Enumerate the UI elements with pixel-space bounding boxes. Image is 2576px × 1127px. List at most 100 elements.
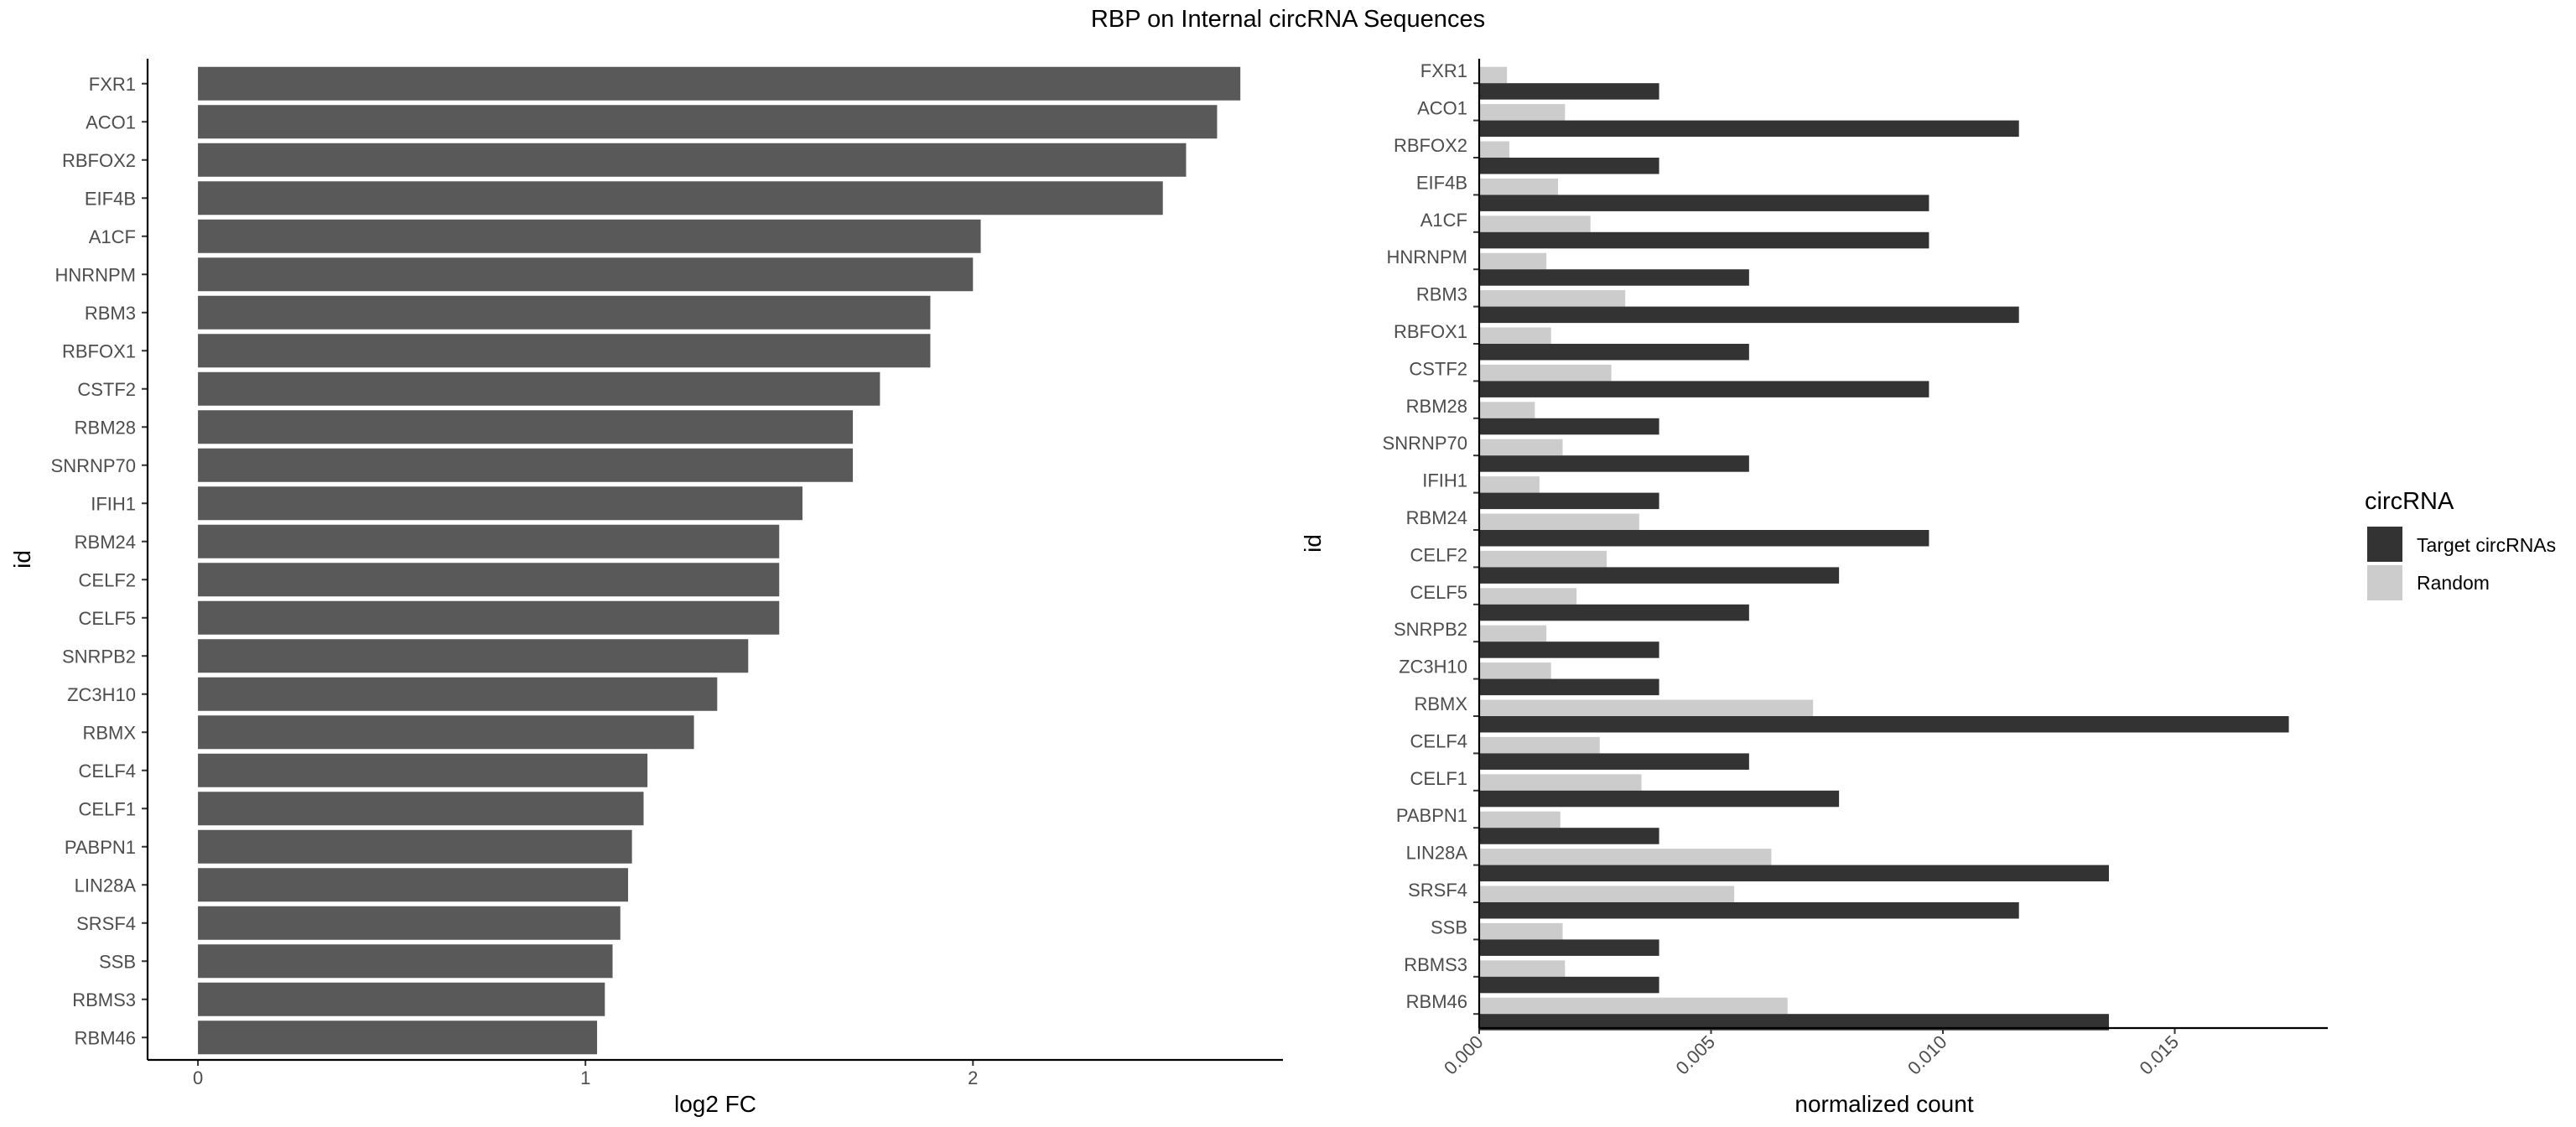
left-category-label: LIN28A [75,875,137,896]
target-bar-rbfox1 [1479,344,1749,361]
left-category-label: RBMX [82,722,136,743]
legend-swatch-random [2367,565,2402,600]
right-category-label: RBM24 [1406,507,1467,528]
left-bar-celf1 [198,792,644,826]
left-category-label: FXR1 [89,74,136,95]
right-category-label: CELF4 [1410,730,1467,751]
left-category-label: CELF2 [79,569,136,590]
target-bar-ifih1 [1479,492,1659,510]
left-category-label: ACO1 [86,112,136,132]
left-x-tick-label: 0 [193,1067,203,1088]
target-bar-eif4b [1479,195,1929,211]
right-category-label: A1CF [1420,210,1467,231]
left-category-label: RBM28 [75,417,136,438]
target-bar-zc3h10 [1479,678,1659,696]
right-chart-panel: FXR1 ACO1 RBFOX2 EIF4B A1CF HNRNPM RBM3 RBFOX1 C… [1300,59,2328,1117]
target-bar-pabpn1 [1479,828,1659,844]
random-bar-a1cf [1479,216,1591,232]
left-bar-srsf4 [198,906,621,940]
right-category-label: RBMX [1414,693,1467,714]
target-bar-hnrnpm [1479,269,1749,286]
random-bar-rbm28 [1479,402,1535,418]
left-bar-rbfox1 [198,334,931,368]
left-category-label: PABPN1 [65,837,136,858]
random-bar-rbmx [1479,699,1814,716]
right-category-label: CSTF2 [1409,358,1467,379]
random-bar-rbm24 [1479,513,1639,530]
right-category-label: EIF4B [1416,172,1467,193]
left-category-label: SNRPB2 [62,646,136,667]
random-bar-rbm46 [1479,997,1788,1015]
target-bar-celf1 [1479,790,1840,808]
left-x-axis-label: log2 FC [674,1091,756,1117]
right-x-tick-label: 0.005 [1671,1031,1719,1079]
right-x-tick-label: 0.010 [1903,1031,1951,1079]
left-category-label: RBM24 [75,532,136,553]
left-category-label: IFIH1 [91,493,136,514]
left-category-label: RBFOX1 [62,340,136,361]
left-bar-rbm46 [198,1021,598,1055]
random-bar-hnrnpm [1479,252,1547,270]
right-category-label: RBMS3 [1404,954,1467,975]
left-category-label: SNRNP70 [51,455,136,476]
left-category-label: RBMS3 [72,989,136,1010]
left-category-label: RBM46 [75,1027,136,1048]
left-bar-rbm3 [198,295,931,330]
target-bar-aco1 [1479,120,2019,138]
left-category-label: CELF5 [79,608,136,629]
random-bar-aco1 [1479,104,1566,121]
random-bar-srsf4 [1479,886,1735,902]
right-x-tick-label: 0.015 [2135,1031,2183,1079]
right-category-label: SNRPB2 [1394,619,1467,640]
target-bar-rbm28 [1479,418,1659,435]
random-bar-eif4b [1479,178,1559,195]
random-bar-rbfox2 [1479,141,1509,158]
left-bar-ifih1 [198,486,802,521]
left-bar-ssb [198,944,613,979]
left-bar-lin28a [198,868,629,902]
target-bar-a1cf [1479,231,1929,249]
right-category-label: IFIH1 [1422,470,1467,491]
left-bar-rbfox2 [198,143,1187,177]
left-category-label: EIF4B [85,188,136,209]
right-category-label: HNRNPM [1386,247,1467,267]
target-bar-celf4 [1479,753,1749,770]
left-category-label: CELF4 [79,761,136,782]
left-bar-a1cf [198,219,981,253]
random-bar-rbms3 [1479,960,1566,977]
target-bar-celf2 [1479,567,1840,584]
right-category-label: CELF1 [1410,768,1467,789]
target-bar-rbmx [1479,716,2289,733]
random-bar-snrnp70 [1479,439,1563,456]
left-bar-cstf2 [198,371,880,406]
random-bar-celf1 [1479,774,1642,791]
left-category-label: ZC3H10 [67,684,136,705]
right-bars-group [1479,66,2289,1031]
random-bar-rbfox1 [1479,327,1551,344]
random-bar-celf5 [1479,588,1577,605]
right-category-label: RBFOX2 [1394,135,1467,156]
right-y-axis-label: id [1300,534,1326,553]
left-bar-eif4b [198,181,1163,216]
left-bar-rbms3 [198,982,605,1016]
legend: circRNA Target circRNAs Random [2365,488,2556,600]
left-bar-celf2 [198,563,780,597]
right-category-label: RBFOX1 [1394,321,1467,342]
right-category-label: CELF5 [1410,582,1467,603]
right-category-label: SRSF4 [1408,880,1467,901]
right-category-label: PABPN1 [1396,805,1467,826]
random-bar-ifih1 [1479,476,1540,493]
random-bar-fxr1 [1479,66,1508,84]
legend-title: circRNA [2365,488,2454,515]
left-bar-hnrnpm [198,257,974,292]
right-category-label: RBM46 [1406,991,1467,1012]
right-category-label: SNRNP70 [1383,433,1467,454]
random-bar-snrpb2 [1479,625,1547,642]
left-x-tick-label: 1 [580,1067,590,1088]
left-category-label: HNRNPM [55,264,136,285]
left-bar-snrnp70 [198,448,854,482]
left-bar-pabpn1 [198,829,632,864]
left-chart-panel: FXR1 ACO1 RBFOX2 EIF4B A1CF HNRNPM RBM3 RBFOX1 C… [9,59,1283,1117]
left-category-label: RBM3 [85,303,136,324]
